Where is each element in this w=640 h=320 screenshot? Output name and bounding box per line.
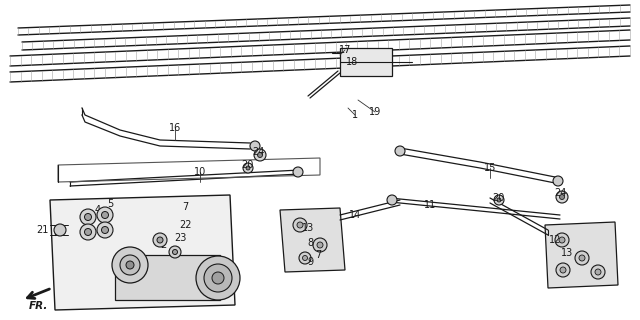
- Circle shape: [595, 269, 601, 275]
- Circle shape: [257, 153, 262, 157]
- Text: 7: 7: [182, 202, 188, 212]
- Circle shape: [153, 233, 167, 247]
- Text: 9: 9: [307, 257, 313, 267]
- Text: 6: 6: [105, 213, 111, 223]
- Circle shape: [97, 207, 113, 223]
- Circle shape: [169, 246, 181, 258]
- Circle shape: [243, 163, 253, 173]
- Circle shape: [80, 209, 96, 225]
- Circle shape: [317, 242, 323, 248]
- Polygon shape: [545, 222, 618, 288]
- Circle shape: [497, 198, 501, 202]
- Text: 7: 7: [315, 250, 321, 260]
- Polygon shape: [280, 208, 345, 272]
- Text: 1: 1: [352, 110, 358, 120]
- Circle shape: [293, 218, 307, 232]
- Text: 17: 17: [339, 45, 351, 55]
- Text: 14: 14: [349, 210, 361, 220]
- Circle shape: [80, 224, 96, 240]
- Circle shape: [293, 167, 303, 177]
- Circle shape: [556, 191, 568, 203]
- Circle shape: [212, 272, 224, 284]
- Text: 20: 20: [241, 160, 253, 170]
- Polygon shape: [50, 195, 235, 310]
- Text: 13: 13: [561, 248, 573, 258]
- Circle shape: [120, 255, 140, 275]
- Text: FR.: FR.: [28, 301, 48, 311]
- Circle shape: [196, 256, 240, 300]
- Circle shape: [112, 247, 148, 283]
- Circle shape: [84, 213, 92, 220]
- Circle shape: [555, 233, 569, 247]
- Bar: [340, 48, 392, 76]
- Text: 3: 3: [150, 270, 156, 280]
- Text: 18: 18: [346, 57, 358, 67]
- Circle shape: [303, 255, 307, 260]
- Text: 8: 8: [307, 238, 313, 248]
- Circle shape: [173, 250, 177, 254]
- Text: 20: 20: [492, 193, 504, 203]
- Circle shape: [126, 261, 134, 269]
- Circle shape: [556, 263, 570, 277]
- Circle shape: [591, 265, 605, 279]
- Text: 21: 21: [36, 225, 48, 235]
- Text: 15: 15: [484, 163, 496, 173]
- Circle shape: [246, 166, 250, 170]
- Circle shape: [297, 222, 303, 228]
- Text: 4: 4: [95, 205, 101, 215]
- Circle shape: [579, 255, 585, 261]
- Text: 23: 23: [174, 233, 186, 243]
- Text: 11: 11: [424, 200, 436, 210]
- Circle shape: [387, 195, 397, 205]
- Circle shape: [575, 251, 589, 265]
- Circle shape: [559, 237, 565, 243]
- Circle shape: [204, 264, 232, 292]
- Text: 16: 16: [169, 123, 181, 133]
- Circle shape: [84, 228, 92, 236]
- Circle shape: [559, 195, 564, 199]
- Circle shape: [102, 227, 109, 234]
- Text: 10: 10: [194, 167, 206, 177]
- Text: 24: 24: [252, 147, 264, 157]
- Circle shape: [254, 149, 266, 161]
- Circle shape: [299, 252, 311, 264]
- Text: 24: 24: [554, 188, 566, 198]
- Circle shape: [560, 267, 566, 273]
- Circle shape: [54, 224, 66, 236]
- Text: 2: 2: [160, 240, 166, 250]
- Circle shape: [250, 141, 260, 151]
- Text: 13: 13: [302, 223, 314, 233]
- Circle shape: [313, 238, 327, 252]
- Circle shape: [97, 222, 113, 238]
- Text: 5: 5: [107, 199, 113, 209]
- Text: 19: 19: [369, 107, 381, 117]
- Text: 22: 22: [179, 220, 191, 230]
- Circle shape: [494, 195, 504, 205]
- Bar: [115, 255, 220, 300]
- Circle shape: [553, 176, 563, 186]
- Circle shape: [102, 212, 109, 219]
- Circle shape: [395, 146, 405, 156]
- Circle shape: [157, 237, 163, 243]
- Text: 12: 12: [549, 235, 561, 245]
